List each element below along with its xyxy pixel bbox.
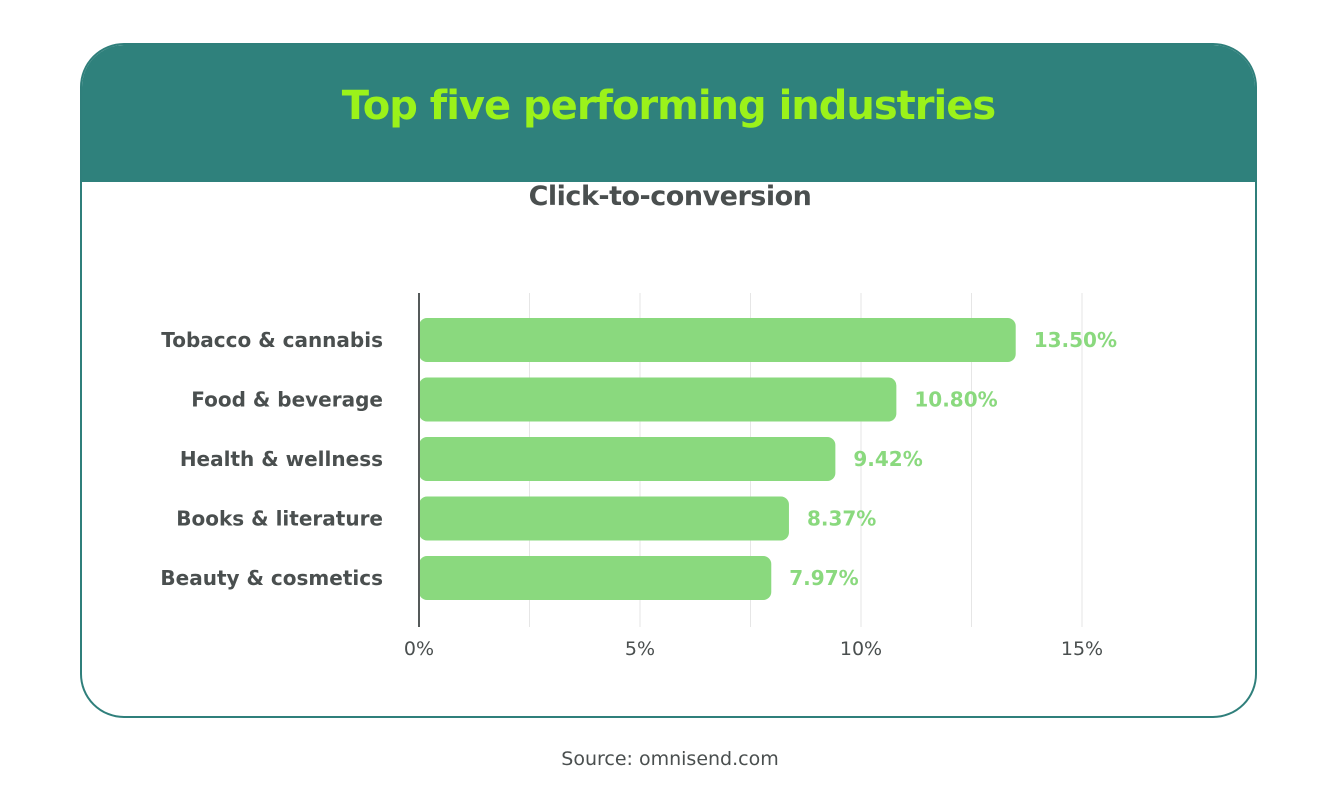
value-label: 9.42%	[853, 447, 922, 471]
chart-title: Click-to-conversion	[528, 181, 812, 212]
header-band: Top five performing industries	[82, 45, 1255, 182]
x-tick-label: 5%	[625, 638, 655, 660]
bar	[419, 377, 897, 422]
x-tick-label: 15%	[1061, 638, 1103, 660]
category-label: Health & wellness	[180, 447, 383, 471]
category-label: Books & literature	[176, 507, 383, 531]
value-label: 8.37%	[807, 507, 876, 531]
value-label: 13.50%	[1034, 328, 1117, 352]
bar	[419, 556, 772, 600]
value-label: 7.97%	[789, 566, 858, 590]
value-label: 10.80%	[914, 388, 997, 412]
page-title: Top five performing industries	[341, 83, 996, 129]
x-tick-label: 0%	[404, 638, 434, 660]
x-tick-label: 10%	[840, 638, 882, 660]
category-label: Beauty & cosmetics	[160, 566, 383, 590]
source-note: Source: omnisend.com	[561, 748, 779, 770]
bar	[419, 496, 789, 541]
bar	[419, 318, 1016, 362]
category-label: Tobacco & cannabis	[161, 328, 383, 352]
bar	[419, 437, 836, 481]
chart-card: Top five performing industries	[80, 43, 1257, 718]
category-label: Food & beverage	[191, 388, 383, 412]
